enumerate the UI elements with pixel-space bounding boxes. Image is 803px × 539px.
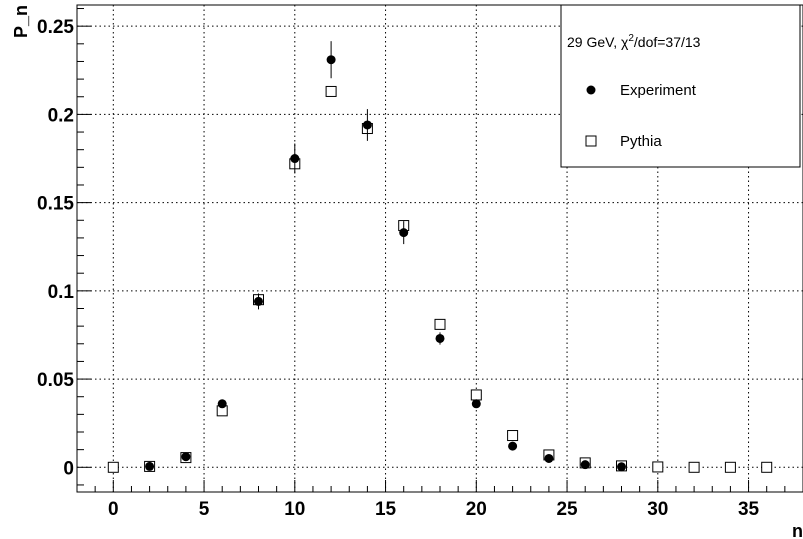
y-tick-label: 0.1 xyxy=(48,282,75,303)
series-experiment xyxy=(145,41,626,472)
pythia-point xyxy=(325,85,337,97)
pythia-point xyxy=(107,461,119,473)
experiment-point xyxy=(145,461,155,471)
experiment-point xyxy=(290,154,300,164)
experiment-point xyxy=(217,399,227,409)
x-tick-label: 20 xyxy=(466,499,487,520)
pythia-point xyxy=(507,430,519,442)
experiment-point xyxy=(544,453,554,463)
experiment-point xyxy=(471,399,481,409)
legend-box xyxy=(560,4,801,168)
x-tick-label: 30 xyxy=(647,499,668,520)
x-tick-label: 35 xyxy=(738,499,760,520)
x-axis-title: n xyxy=(792,521,803,539)
experiment-point xyxy=(362,120,372,130)
x-tick-label: 25 xyxy=(556,499,578,520)
x-tick-label: 5 xyxy=(199,499,210,520)
axes xyxy=(77,8,786,492)
experiment-point xyxy=(326,55,336,65)
pythia-point xyxy=(652,461,664,473)
pythia-point xyxy=(724,461,736,473)
legend-pythia-marker xyxy=(585,135,597,147)
legend: 29 GeV, χ2/dof=37/13 Experiment Pythia xyxy=(560,4,801,168)
y-axis-title: P_n xyxy=(11,5,31,38)
experiment-point xyxy=(435,333,445,343)
x-tick-label: 15 xyxy=(375,499,397,520)
tick-labels: 0 5 10 15 20 25 30 35 0 0.05 0.1 0.15 0.2 0.25 xyxy=(37,17,760,520)
experiment-point xyxy=(254,296,263,306)
legend-pythia-label: Pythia xyxy=(620,133,662,150)
experiment-point xyxy=(617,462,626,472)
x-tick-label: 0 xyxy=(108,499,119,520)
legend-experiment-marker xyxy=(586,85,596,95)
experiment-point xyxy=(181,452,191,462)
y-tick-label: 0.15 xyxy=(37,194,74,215)
legend-header: 29 GeV, χ2/dof=37/13 xyxy=(567,33,701,50)
legend-experiment-label: Experiment xyxy=(620,82,697,99)
experiment-point xyxy=(399,228,409,238)
pythia-point xyxy=(434,318,446,330)
experiment-point xyxy=(508,441,518,451)
y-tick-label: 0.25 xyxy=(37,17,74,38)
y-tick-label: 0.05 xyxy=(37,370,74,391)
y-tick-label: 0.2 xyxy=(48,105,74,126)
y-tick-label: 0 xyxy=(63,458,74,479)
experiment-point xyxy=(580,460,590,470)
pythia-point xyxy=(761,461,773,473)
pythia-point xyxy=(470,389,482,401)
pythia-point xyxy=(688,461,700,473)
x-tick-label: 10 xyxy=(284,499,305,520)
